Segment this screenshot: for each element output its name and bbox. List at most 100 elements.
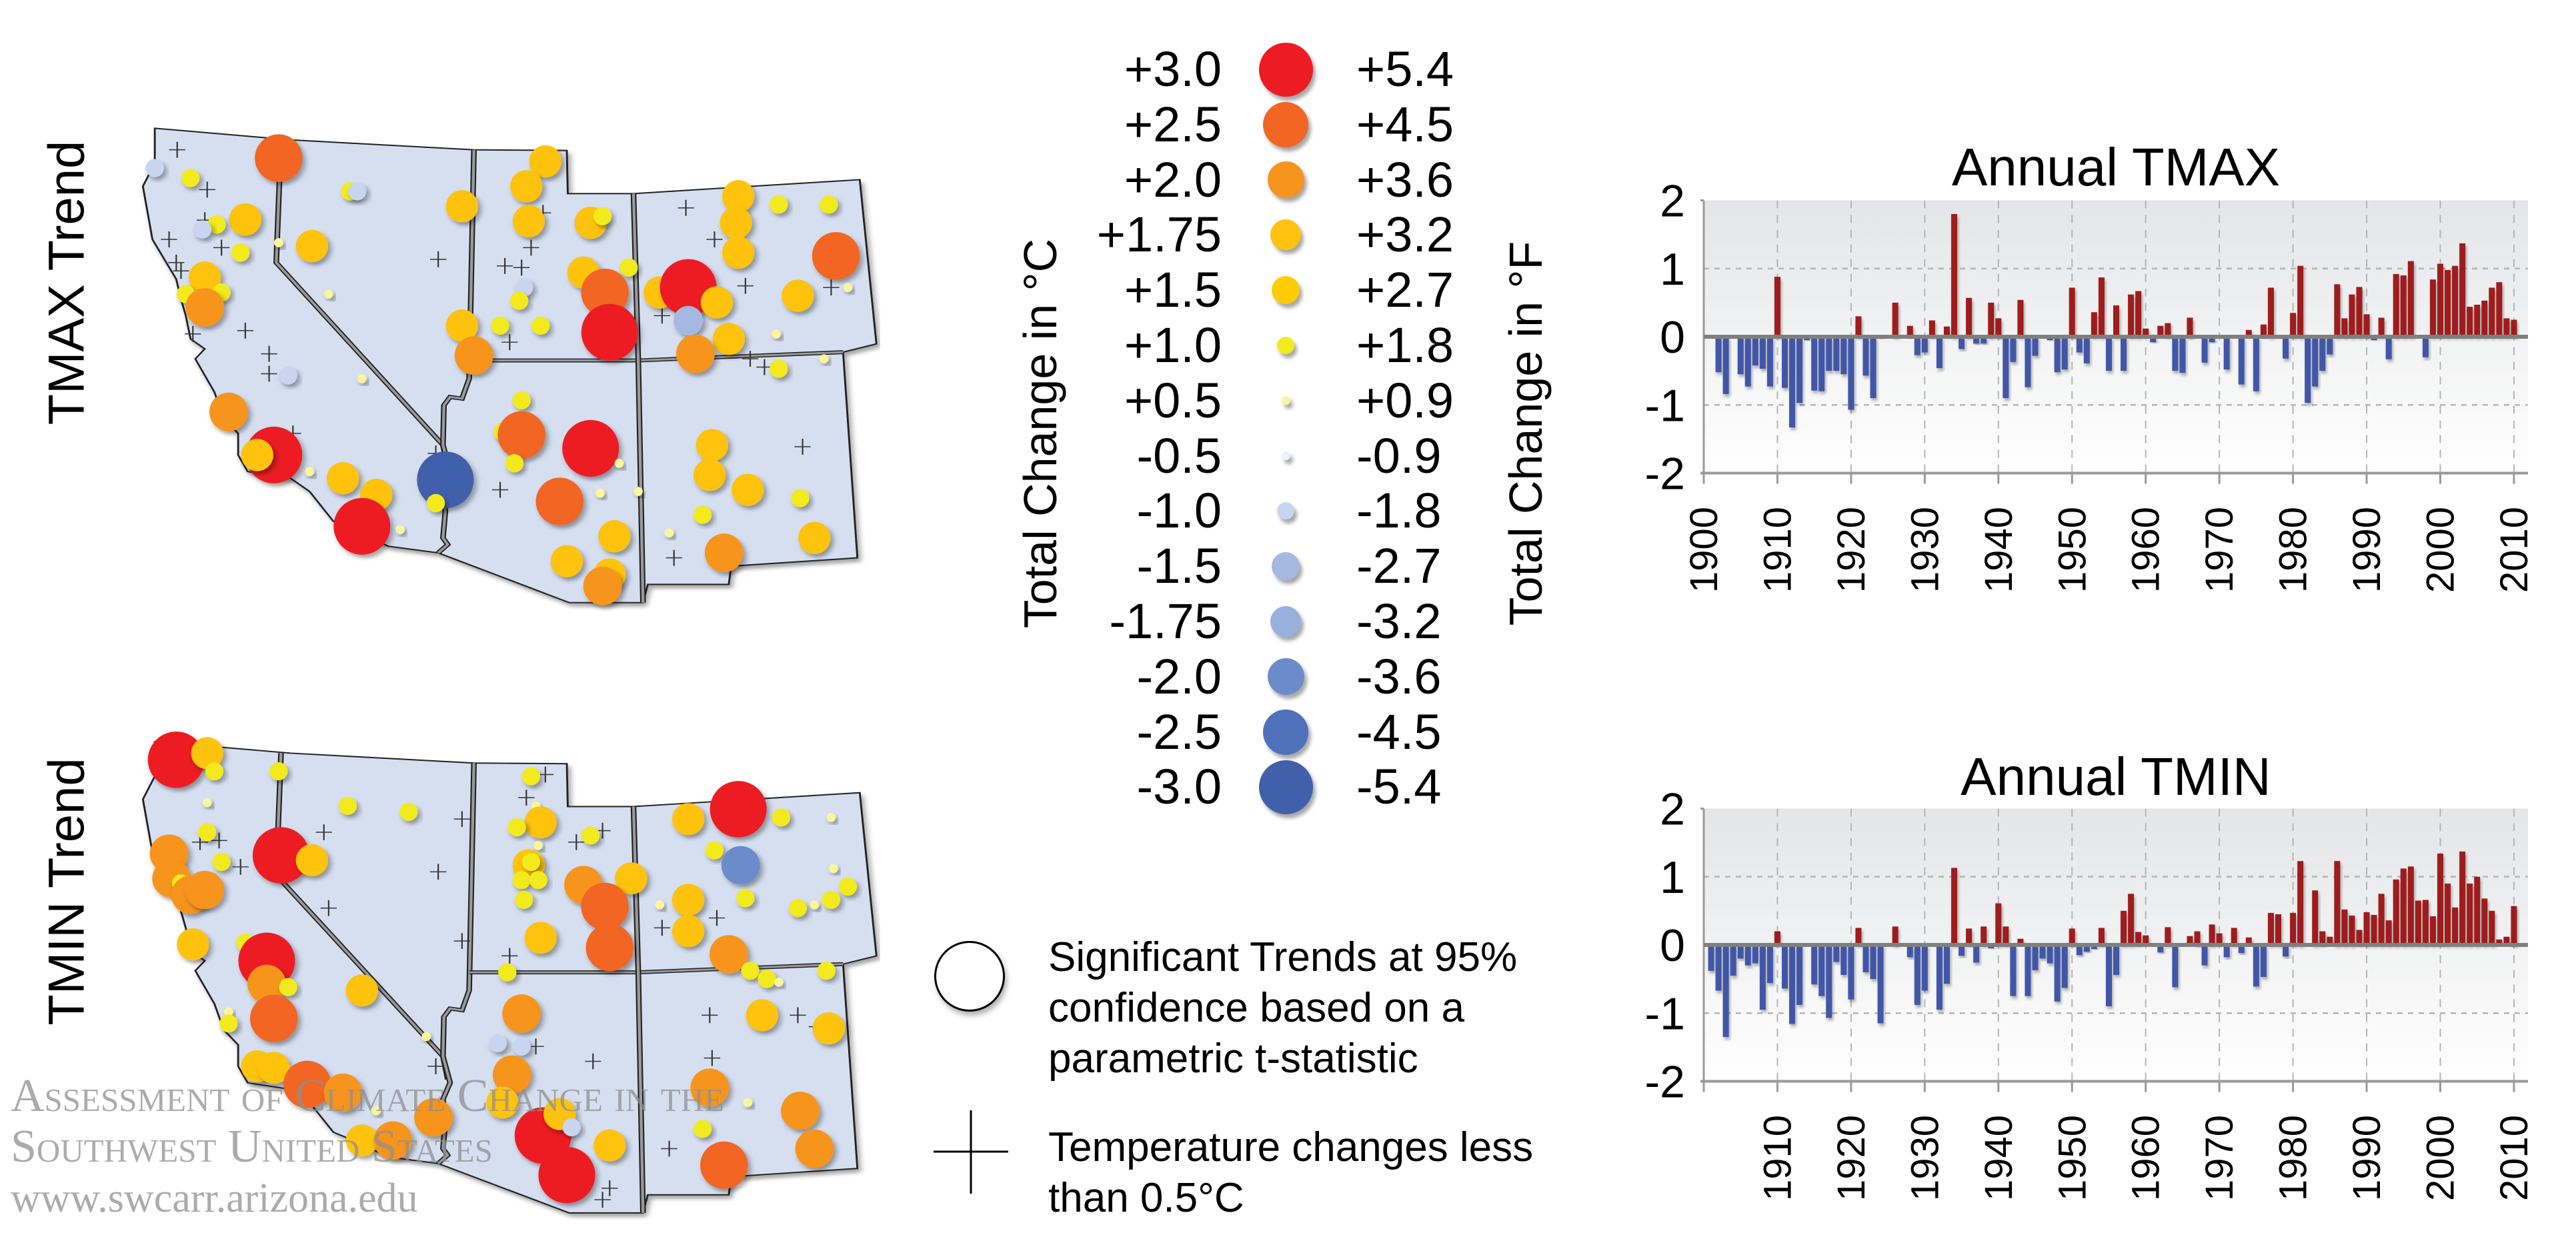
station-trend-circle [498, 963, 517, 982]
bar [2327, 936, 2333, 945]
station-trend-circle [581, 268, 629, 317]
station-trend-circle [550, 545, 583, 577]
legend-circle [1281, 396, 1290, 405]
bar [1715, 945, 1722, 991]
cross-marker-icon [491, 481, 509, 498]
bar [2076, 945, 2083, 956]
cross-marker-icon [320, 900, 337, 916]
bar [1877, 945, 1884, 1024]
station-trend-circle [229, 203, 262, 236]
legend-fahrenheit-value: +1.8 [1356, 317, 1454, 373]
bar [2121, 337, 2127, 371]
station-trend-circle [694, 458, 726, 491]
bar [1855, 316, 1862, 337]
station-trend-circle [521, 852, 541, 872]
station-trend-circle [188, 261, 221, 294]
bar [2209, 924, 2215, 945]
station-trend-circle [581, 882, 629, 930]
cross-marker-icon [708, 910, 726, 926]
bar [1943, 945, 1950, 984]
legend-circle [1263, 709, 1308, 755]
bar [2054, 945, 2061, 1002]
x-tick-label: 2010 [2493, 1115, 2536, 1201]
bar [2385, 920, 2392, 945]
fahrenheit-axis-title: Total Change in °F [1500, 241, 1552, 626]
bar [2489, 910, 2495, 945]
station-trend-circle [492, 1055, 531, 1094]
station-trend-circle [721, 846, 760, 885]
bar [1981, 337, 1987, 344]
cross-marker-icon [654, 920, 670, 936]
bar [2061, 945, 2068, 988]
station-trend-circle [219, 1014, 238, 1033]
bar [2489, 287, 2495, 337]
bar [2017, 299, 2024, 337]
bar [1892, 926, 1898, 945]
station-trend-circle [333, 497, 391, 555]
cross-marker-icon [742, 351, 759, 367]
cross-marker-icon [790, 1007, 806, 1024]
bar [2260, 945, 2267, 978]
station-trend-circle [205, 762, 224, 781]
bar [1848, 337, 1854, 410]
station-trend-circle [741, 962, 760, 980]
bar [1914, 945, 1920, 1005]
bar [2297, 861, 2304, 945]
station-trend-circle [585, 924, 633, 972]
station-trend-circle [247, 964, 286, 1004]
legend-celsius-value: +2.0 [1124, 151, 1222, 207]
x-tick-label: 1920 [1830, 1115, 1873, 1201]
bar [1752, 945, 1758, 964]
bar [1906, 325, 1913, 337]
bar [2105, 337, 2112, 371]
station-trend-circle [722, 180, 755, 213]
bar [1722, 945, 1729, 1038]
bar [2187, 317, 2193, 337]
bar [2128, 894, 2135, 945]
legend-circle [1270, 606, 1301, 637]
bar [1759, 337, 1766, 369]
station-trend-circle [693, 505, 712, 524]
y-tick-label: -2 [1645, 449, 1685, 499]
state-border-inner [437, 763, 475, 1164]
bar [2223, 945, 2230, 958]
station-trend-circle [507, 818, 526, 837]
bar [2054, 337, 2061, 373]
bar [1796, 337, 1803, 403]
bar [2290, 912, 2297, 945]
bar [1737, 337, 1744, 375]
station-trend-circle [348, 182, 367, 201]
station-trend-circle [538, 1146, 595, 1204]
legend-celsius-value: -1.75 [1109, 593, 1222, 649]
bar [1715, 337, 1722, 373]
station-trend-circle [700, 286, 734, 319]
station-trend-circle [488, 1034, 507, 1052]
note-line: than 0.5°C [1048, 1175, 1244, 1221]
annual-tmax-chart: Annual TMAX 2 1 0 -1 -2 1900 1910 1920 1930 1940 19… [1645, 137, 2536, 593]
station-trend-circle [198, 823, 217, 842]
station-trend-circle [231, 243, 250, 262]
bar [2474, 304, 2481, 337]
station-trend-circle [791, 489, 810, 507]
station-trend-circle [279, 978, 297, 996]
station-trend-circle [583, 566, 622, 605]
legend-fahrenheit-value: -4.5 [1356, 704, 1442, 760]
legend-fahrenheit-value: -0.9 [1356, 427, 1442, 483]
bar [2334, 861, 2341, 945]
state-border-inner [631, 806, 645, 1213]
bar [1921, 337, 1928, 353]
cross-marker-icon [501, 334, 518, 351]
station-trend-circle [279, 366, 297, 385]
bar [2179, 337, 2186, 373]
bar [1951, 868, 1958, 945]
bar [2319, 337, 2326, 371]
bar [1936, 337, 1943, 369]
station-trend-circle [515, 890, 533, 909]
bar [2452, 265, 2459, 337]
legend-fahrenheit-value: -5.4 [1356, 759, 1442, 815]
bar [2003, 337, 2009, 399]
bar [2422, 337, 2429, 357]
x-tick-label: 2000 [2419, 507, 2463, 593]
cross-marker-icon [199, 181, 215, 198]
y-tick-label: -1 [1645, 988, 1685, 1039]
